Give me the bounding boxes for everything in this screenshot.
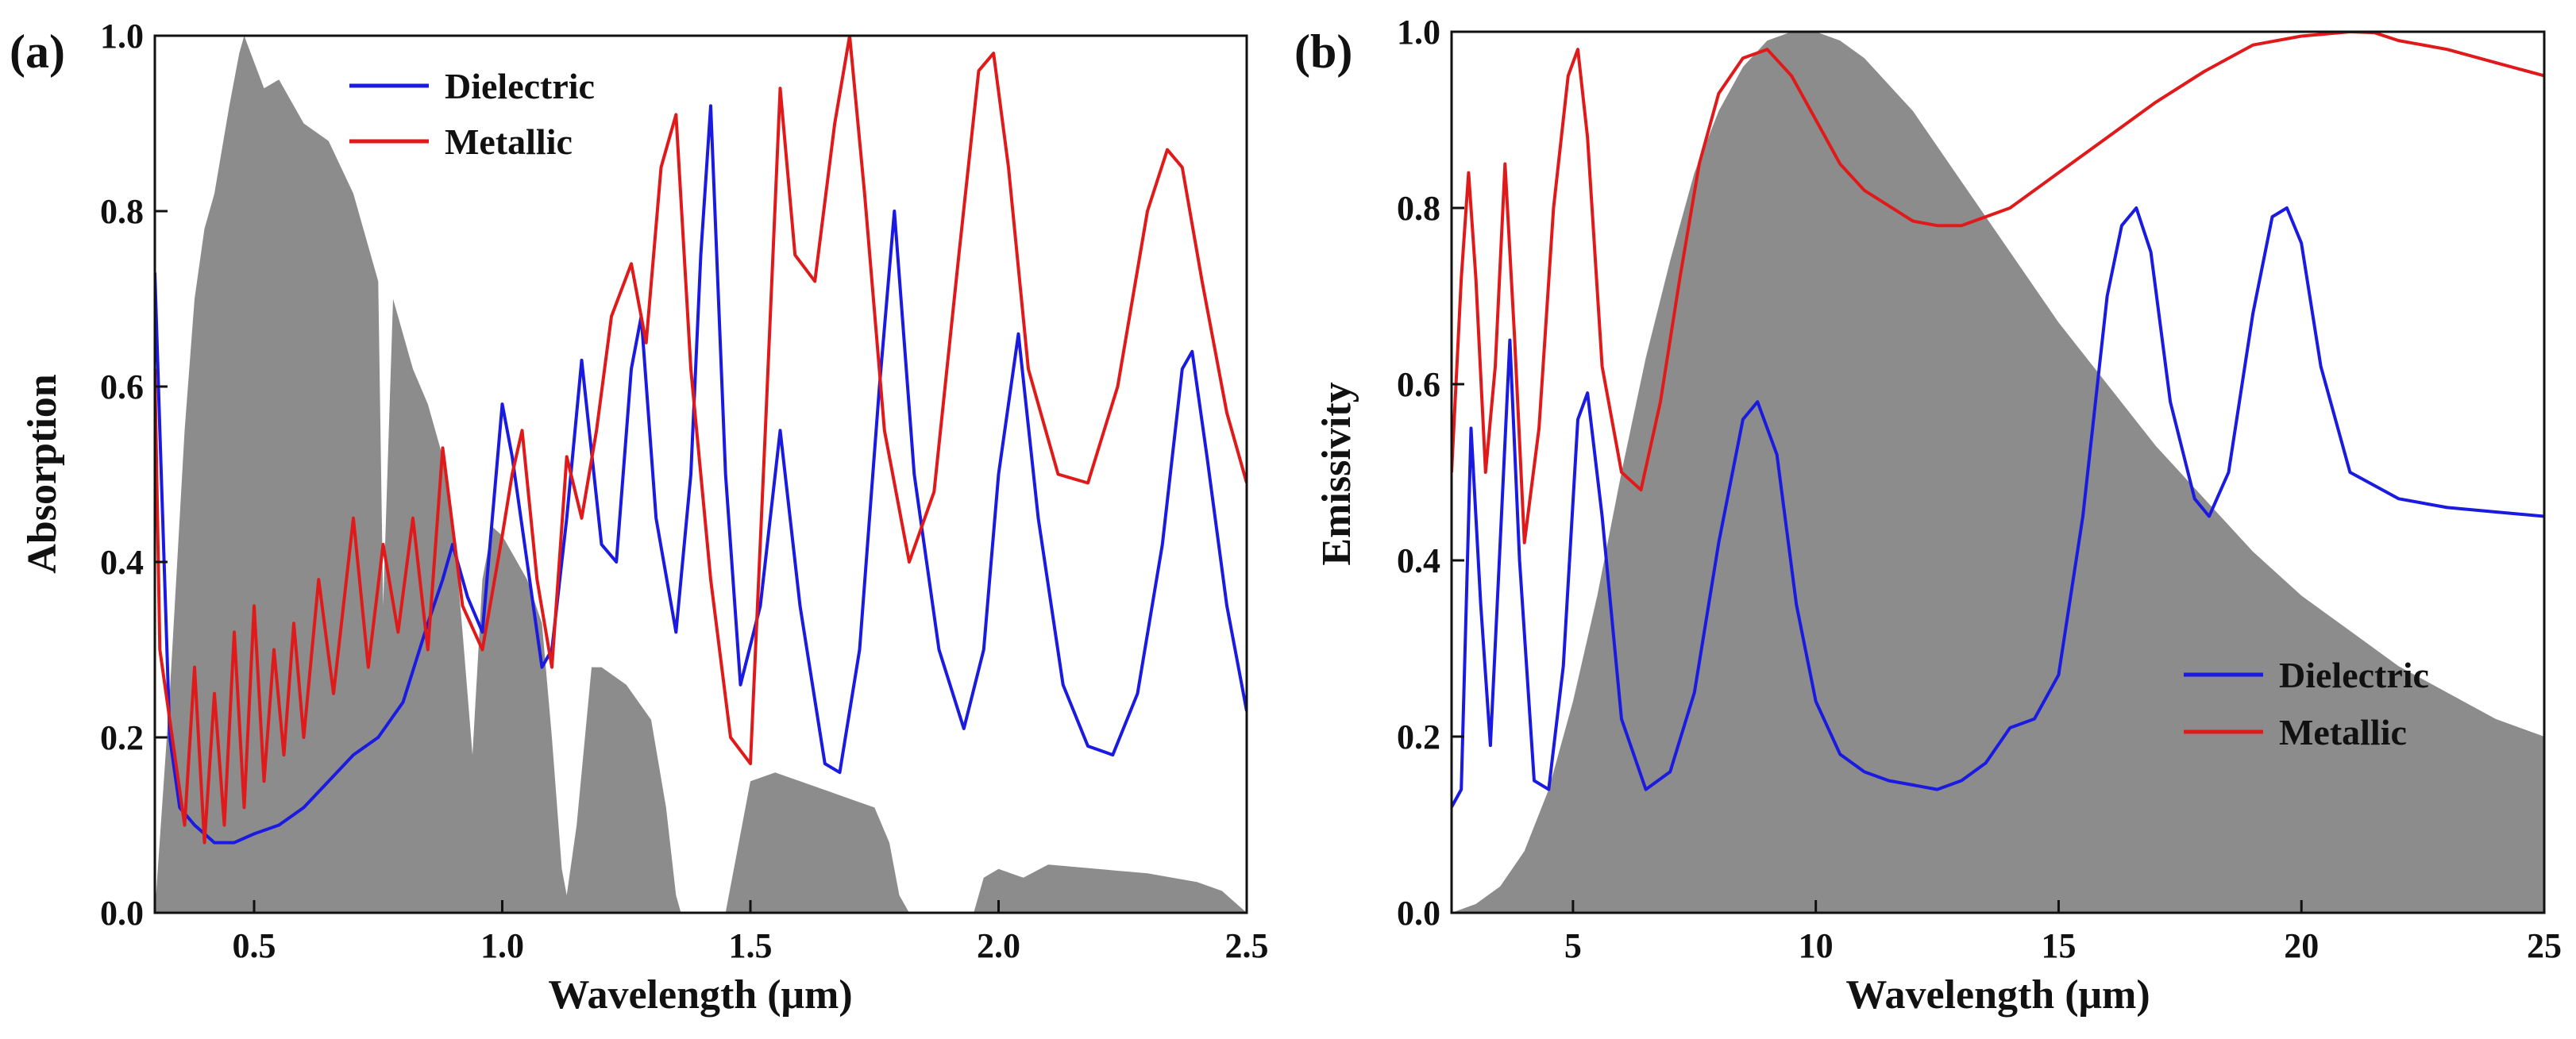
panel-b-series-line-metallic <box>1452 32 2544 545</box>
panel-b-x-tick-label: 10 <box>1799 926 1834 965</box>
panel-b-emissivity-chart: 5 10 15 20 25 0.0 0.2 0.4 0.6 0.8 1.0 (b) Wavelen… <box>1294 13 2562 1018</box>
panel-b-x-tick-label: 25 <box>2527 926 2562 965</box>
panel-b-legend-label-dielectric: Dielectric <box>2279 655 2429 695</box>
panel-b-plot-frame <box>1450 30 2546 914</box>
panel-b-spectrum-fill <box>1452 32 2544 913</box>
panel-a-y-axis-label: Absorption <box>20 374 65 573</box>
panel-a-x-tick-label: 0.5 <box>233 926 276 965</box>
panel-b-y-tick-label: 0.4 <box>1397 541 1440 580</box>
panel-a-spectrum-fill <box>155 36 1247 913</box>
panel-a-y-tick-label: 0.4 <box>100 543 144 582</box>
panel-b-y-axis-label: Emissivity <box>1314 382 1359 565</box>
panel-a-x-tick-label: 2.5 <box>1225 926 1269 965</box>
panel-a-series-line-dielectric <box>155 104 1247 845</box>
panel-a-y-tick-label: 0.6 <box>100 367 144 406</box>
panel-a-y-tick-label: 0.8 <box>100 192 144 231</box>
panel-b-x-tick-label: 20 <box>2284 926 2319 965</box>
panel-b-label: (b) <box>1294 25 1352 78</box>
panel-a-x-tick-label: 2.0 <box>977 926 1020 965</box>
panel-a-legend-label-dielectric: Dielectric <box>445 66 595 106</box>
panel-a-plot-frame <box>153 34 1248 914</box>
panel-a-x-tick-label: 1.5 <box>729 926 773 965</box>
panel-b-y-tick-label: 0.6 <box>1397 365 1440 404</box>
panel-a-absorption-chart: 0.5 1.0 1.5 2.0 2.5 0.0 0.2 0.4 0.6 0.8 1.0 (a) W… <box>10 17 1269 1018</box>
panel-b-y-tick-label: 1.0 <box>1397 13 1440 52</box>
panel-a-x-tick-label: 1.0 <box>480 926 524 965</box>
panel-b-x-axis-label: Wavelength (μm) <box>1845 972 2150 1018</box>
panel-b-series-line-dielectric <box>1452 206 2544 808</box>
panel-b-x-tick-label: 15 <box>2041 926 2076 965</box>
panel-a-legend-label-metallic: Metallic <box>445 121 573 162</box>
panel-a-y-tick-label: 0.0 <box>100 894 144 933</box>
panel-b-x-tick-label: 5 <box>1564 926 1582 965</box>
panel-a-y-tick-label: 0.2 <box>100 718 144 757</box>
panel-b-y-tick-label: 0.0 <box>1397 894 1440 933</box>
panel-a-x-axis-label: Wavelength (μm) <box>548 972 852 1018</box>
panel-a-label: (a) <box>10 25 65 78</box>
panel-b-y-tick-label: 0.2 <box>1397 718 1440 756</box>
panel-b-legend-label-metallic: Metallic <box>2279 712 2407 752</box>
panel-a-legend: Dielectric Metallic <box>349 66 595 162</box>
panel-b-y-tick-label: 0.8 <box>1397 189 1440 228</box>
panel-a-y-tick-label: 1.0 <box>100 17 144 56</box>
panel-a-series-line-metallic <box>155 36 1247 845</box>
panel-b-legend: Dielectric Metallic <box>2184 655 2429 752</box>
